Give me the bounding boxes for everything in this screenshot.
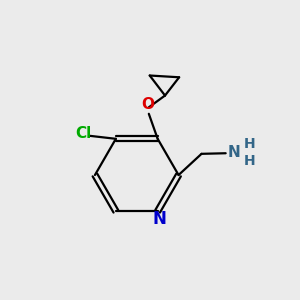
Text: H: H [243,137,255,152]
Text: H: H [243,154,255,169]
Text: N: N [152,211,166,229]
Text: Cl: Cl [76,126,92,141]
Text: O: O [141,97,154,112]
Text: N: N [228,145,241,160]
